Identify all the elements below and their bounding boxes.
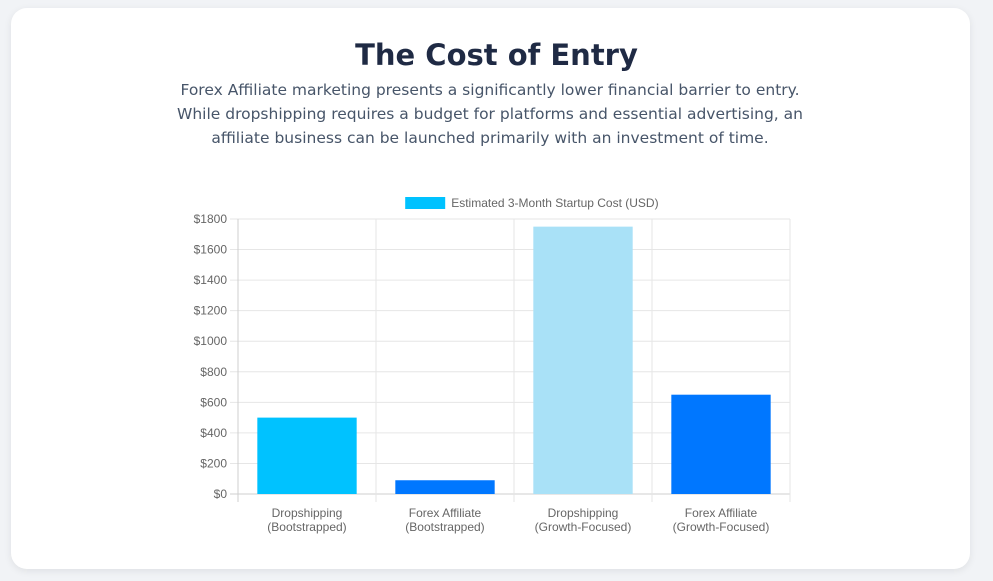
x-tick-label: (Growth-Focused) xyxy=(673,520,770,534)
page-title: The Cost of Entry xyxy=(355,38,638,72)
x-tick-label: (Growth-Focused) xyxy=(535,520,632,534)
y-tick-label: $1600 xyxy=(194,243,228,257)
y-tick-label: $0 xyxy=(214,487,228,501)
x-tick-label: Forex Affiliate xyxy=(685,506,758,520)
chart-axes: $0 $200 $400 $600 $800 $1000 $1200 $1400 $1600 $1… xyxy=(194,212,770,534)
bar[interactable] xyxy=(395,480,495,494)
bar[interactable] xyxy=(533,226,633,494)
y-tick-label: $1400 xyxy=(194,273,228,287)
x-tick-label: Dropshipping xyxy=(272,506,343,520)
x-tick-label: (Bootstrapped) xyxy=(267,520,346,534)
chart-legend[interactable]: Estimated 3-Month Startup Cost (USD) xyxy=(405,196,659,210)
y-tick-label: $1200 xyxy=(194,304,228,318)
legend-label[interactable]: Estimated 3-Month Startup Cost (USD) xyxy=(451,196,658,210)
x-tick-label: Forex Affiliate xyxy=(409,506,482,520)
legend-swatch[interactable] xyxy=(405,197,446,209)
chart-card xyxy=(11,8,970,569)
chart-bars xyxy=(257,226,771,494)
y-tick-label: $1800 xyxy=(194,212,228,226)
bar[interactable] xyxy=(257,417,357,494)
y-tick-label: $200 xyxy=(200,456,227,470)
bar[interactable] xyxy=(671,394,771,494)
x-tick-label: Dropshipping xyxy=(548,506,619,520)
y-tick-label: $600 xyxy=(200,395,227,409)
y-tick-label: $800 xyxy=(200,365,227,379)
y-tick-label: $400 xyxy=(200,426,227,440)
x-tick-label: (Bootstrapped) xyxy=(405,520,484,534)
page-subtitle: Forex Affiliate marketing presents a sig… xyxy=(177,81,803,147)
y-tick-label: $1000 xyxy=(194,334,228,348)
